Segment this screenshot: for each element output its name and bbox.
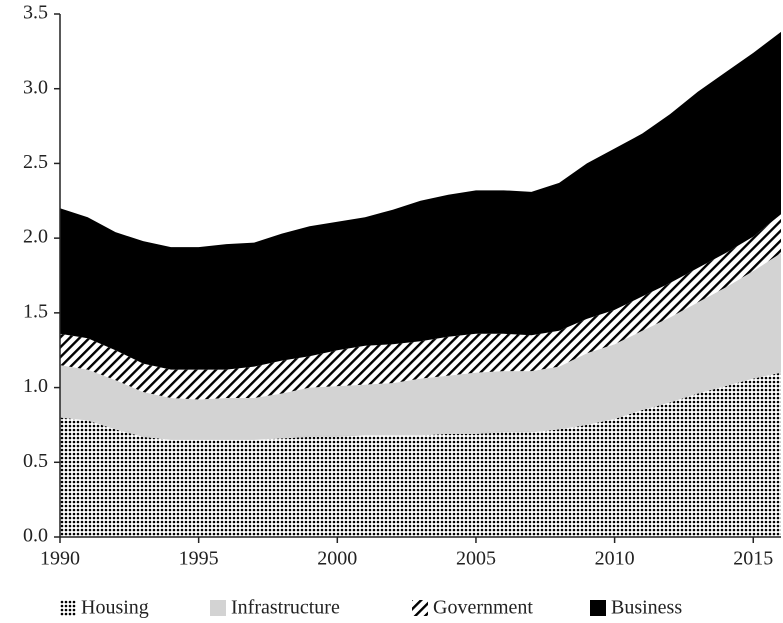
legend-label: Government [433,597,533,619]
area [60,31,781,370]
x-tick-label: 1995 [179,548,219,570]
y-tick-label: 1.0 [23,375,48,397]
x-tick-label: 2015 [733,548,773,570]
y-tick-label: 3.5 [23,2,48,24]
legend-swatch [590,600,606,616]
y-tick-label: 3.0 [23,76,48,98]
area [60,372,781,537]
x-tick-label: 2005 [456,548,496,570]
y-tick-label: 1.5 [23,300,48,322]
legend-swatch [210,600,226,616]
legend-swatch [412,600,428,616]
x-tick-label: 1990 [40,548,80,570]
legend-label: Housing [81,597,149,619]
area [60,253,781,440]
area [60,214,781,400]
y-tick-label: 0.5 [23,450,48,472]
x-tick-label: 2000 [317,548,357,570]
legend-swatch [60,600,76,616]
y-tick-label: 2.0 [23,226,48,248]
legend-label: Infrastructure [231,597,340,619]
legend-label: Business [611,597,682,619]
y-tick-label: 0.0 [23,525,48,547]
y-tick-label: 2.5 [23,151,48,173]
x-tick-label: 2010 [595,548,635,570]
